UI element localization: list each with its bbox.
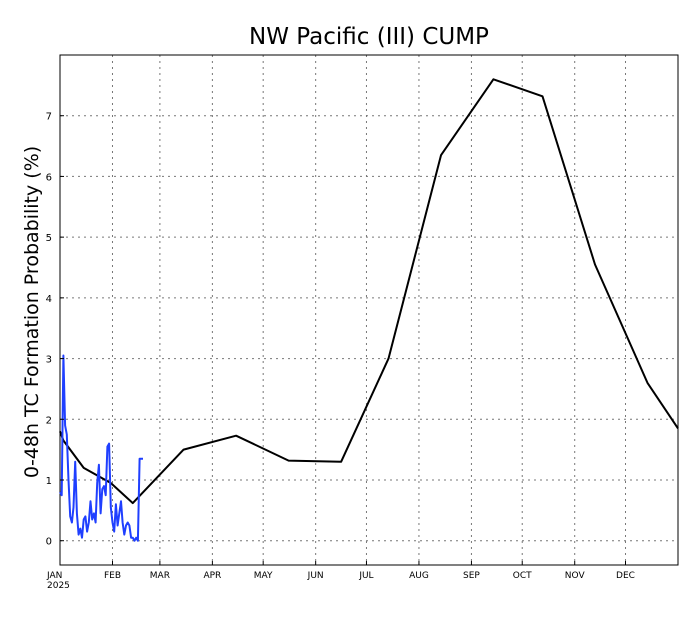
y-tick-label: 1: [46, 476, 52, 487]
plot-frame: [59, 54, 679, 566]
y-tick-label: 6: [46, 172, 52, 183]
y-tick-label: 0: [46, 537, 52, 548]
y-tick-label: 4: [46, 294, 52, 305]
y-tick-label: 5: [46, 233, 52, 244]
x-tick-label: FEB: [104, 571, 121, 581]
series-line-2025-daily: [59, 354, 143, 542]
x-tick-label: SEP: [463, 571, 480, 581]
x-tick-label: MAR: [150, 571, 170, 581]
x-tick-label: JUL: [358, 571, 373, 581]
y-axis-label: 0-48h TC Formation Probability (%): [21, 146, 43, 478]
x-tick-label: AUG: [409, 571, 429, 581]
plot-area-border: [59, 54, 679, 566]
x-tick-label: NOV: [565, 571, 586, 581]
y-tick-label: 2: [46, 415, 52, 426]
year-label: 2025: [47, 581, 70, 591]
x-tick-label: OCT: [513, 571, 532, 581]
x-tick-label: MAY: [254, 571, 273, 581]
y-tick-label: 3: [46, 355, 52, 366]
grid-layer: [60, 55, 678, 565]
x-tick-label: JUN: [307, 571, 324, 581]
chart-title: NW Pacific (III) CUMP: [249, 24, 489, 50]
series-layer: [59, 78, 679, 542]
y-tick-label: 7: [46, 112, 52, 123]
x-tick-label: APR: [203, 571, 221, 581]
x-tick-label: DEC: [616, 571, 635, 581]
axis-layer: 0 1 2 3 4 5 6 7 JAN FEB MAR APR MAY JUN JUL AUG SEP OCT NO…: [46, 112, 635, 581]
x-tick-label: JAN: [46, 571, 62, 581]
series-line-climatology: [59, 78, 679, 505]
